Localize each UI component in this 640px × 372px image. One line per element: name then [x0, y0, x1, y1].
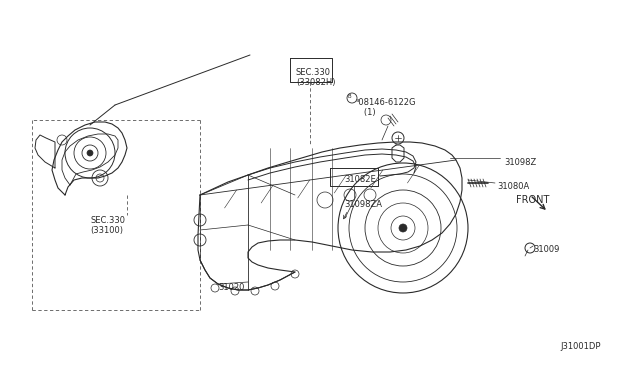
Text: ³08146-6122G
   (1): ³08146-6122G (1): [356, 98, 417, 118]
Circle shape: [399, 224, 407, 232]
Text: J31001DP: J31001DP: [560, 342, 600, 351]
Text: 31009: 31009: [533, 245, 559, 254]
Text: FRONT: FRONT: [516, 195, 549, 205]
Text: 31080A: 31080A: [497, 182, 529, 191]
Text: 31098Z: 31098Z: [504, 158, 536, 167]
Text: SEC.330
(33082H): SEC.330 (33082H): [296, 68, 335, 87]
Text: 31020: 31020: [218, 283, 244, 292]
Text: 31098ZA: 31098ZA: [344, 200, 382, 209]
Circle shape: [87, 150, 93, 156]
Text: 31082E: 31082E: [344, 175, 376, 184]
Text: SEC.330
(33100): SEC.330 (33100): [90, 216, 125, 235]
Text: B: B: [347, 93, 351, 99]
